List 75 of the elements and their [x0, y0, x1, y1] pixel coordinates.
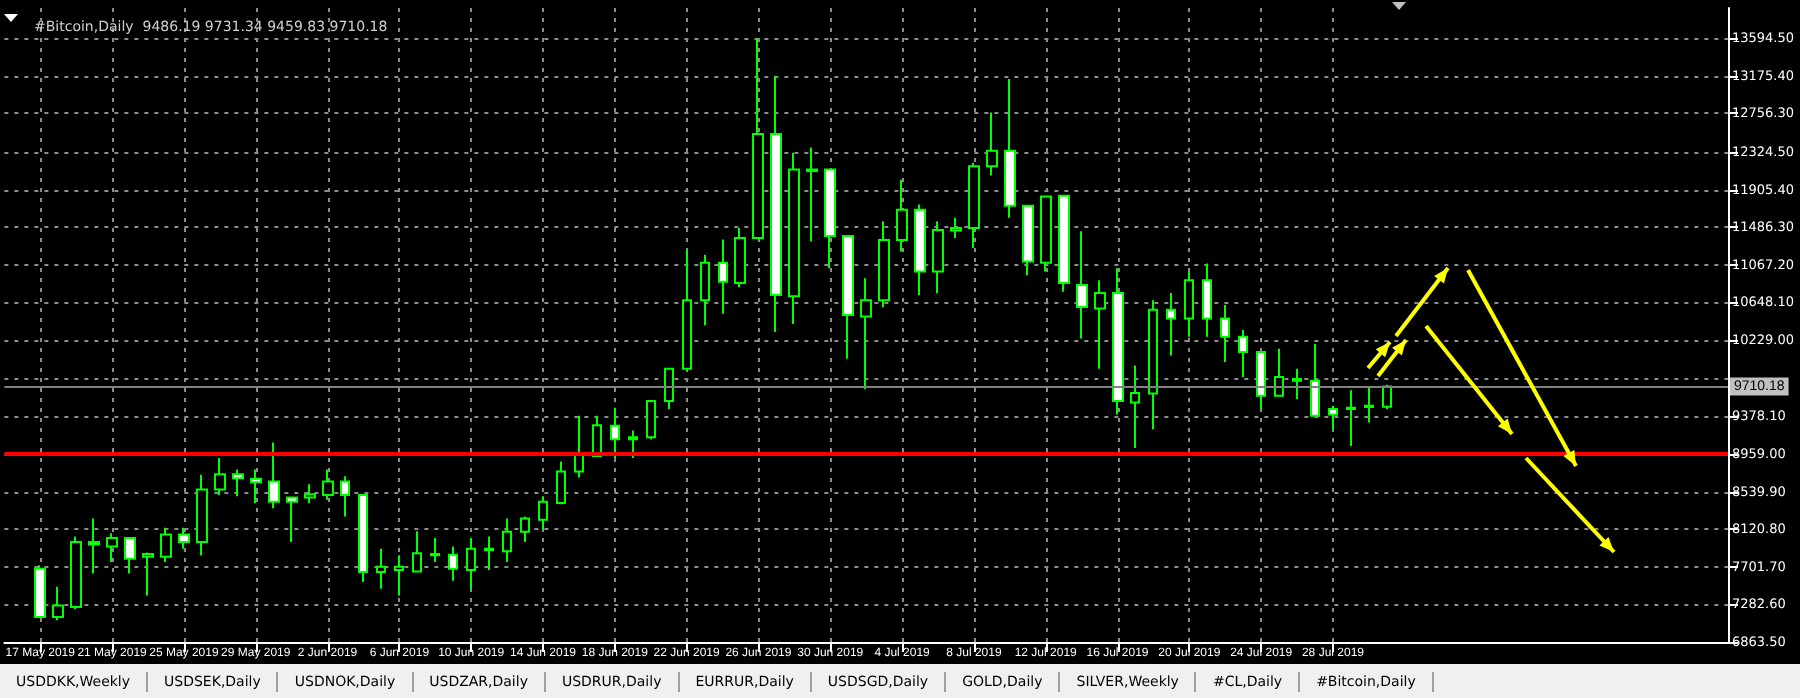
candlestick	[770, 74, 782, 333]
candlestick	[250, 468, 262, 504]
candlestick	[1382, 383, 1392, 411]
candlestick	[878, 220, 890, 309]
candlestick	[376, 547, 386, 590]
candlestick	[1076, 230, 1088, 340]
candlestick	[950, 216, 962, 240]
candlestick	[1148, 299, 1158, 431]
candlestick	[968, 161, 980, 250]
candlestick	[646, 400, 656, 441]
candlestick	[106, 532, 118, 564]
candlestick	[752, 37, 764, 240]
candlestick	[1184, 270, 1194, 338]
candlestick	[806, 146, 818, 243]
candlestick	[896, 178, 908, 253]
candlestick	[1328, 404, 1338, 431]
candlestick	[610, 406, 620, 460]
candlestick	[214, 457, 226, 496]
candlestick	[412, 530, 422, 573]
candlestick	[574, 414, 584, 479]
candlestick	[1094, 279, 1106, 370]
candlestick	[1112, 267, 1124, 416]
candlestick	[70, 535, 82, 610]
candlestick	[1130, 364, 1140, 449]
candlestick	[1310, 343, 1320, 417]
candlestick	[484, 535, 494, 572]
candlestick	[124, 536, 136, 575]
candlestick	[556, 460, 566, 506]
candlestick	[914, 203, 926, 297]
candlestick	[824, 168, 836, 270]
candlestick	[682, 249, 692, 372]
candlestick	[178, 526, 190, 550]
candlestick	[52, 585, 64, 622]
candlestick	[1022, 204, 1034, 276]
candlestick	[986, 111, 998, 177]
candlestick	[538, 495, 548, 531]
candlestick	[358, 494, 368, 584]
candlestick	[304, 483, 316, 504]
candlestick	[860, 277, 872, 391]
candlestick	[1004, 78, 1016, 219]
candlestick	[34, 564, 46, 620]
candlestick	[286, 496, 298, 543]
candlestick	[1274, 347, 1284, 397]
candlestick	[1166, 292, 1176, 357]
candlestick	[160, 526, 172, 564]
candlestick	[1292, 367, 1302, 400]
candlestick	[1346, 389, 1356, 448]
candlestick	[718, 238, 728, 315]
candlestick	[448, 545, 458, 582]
candlestick	[700, 253, 710, 327]
candlestick	[664, 367, 674, 411]
candlestick	[1220, 304, 1230, 364]
candlestick	[502, 517, 512, 564]
candlestick	[340, 475, 350, 518]
candlestick	[142, 551, 154, 597]
candlestick	[788, 151, 800, 325]
candlestick	[322, 468, 334, 501]
candlestick	[1058, 194, 1070, 293]
candlestick	[1238, 328, 1248, 378]
candlestick	[1256, 351, 1266, 411]
candlestick	[842, 234, 854, 360]
candlestick	[430, 536, 440, 564]
candlestick	[1040, 195, 1052, 273]
candlestick	[196, 473, 208, 557]
candlestick	[394, 554, 404, 597]
candlestick	[932, 220, 944, 295]
candlestick	[1364, 385, 1374, 424]
candlestick	[628, 429, 638, 460]
candlestick	[232, 468, 244, 498]
candlestick	[268, 441, 280, 510]
candlestick	[520, 515, 530, 543]
candlestick	[1202, 262, 1212, 338]
candlestick	[88, 517, 100, 575]
candlestick	[466, 536, 476, 590]
candlestick	[734, 226, 746, 288]
